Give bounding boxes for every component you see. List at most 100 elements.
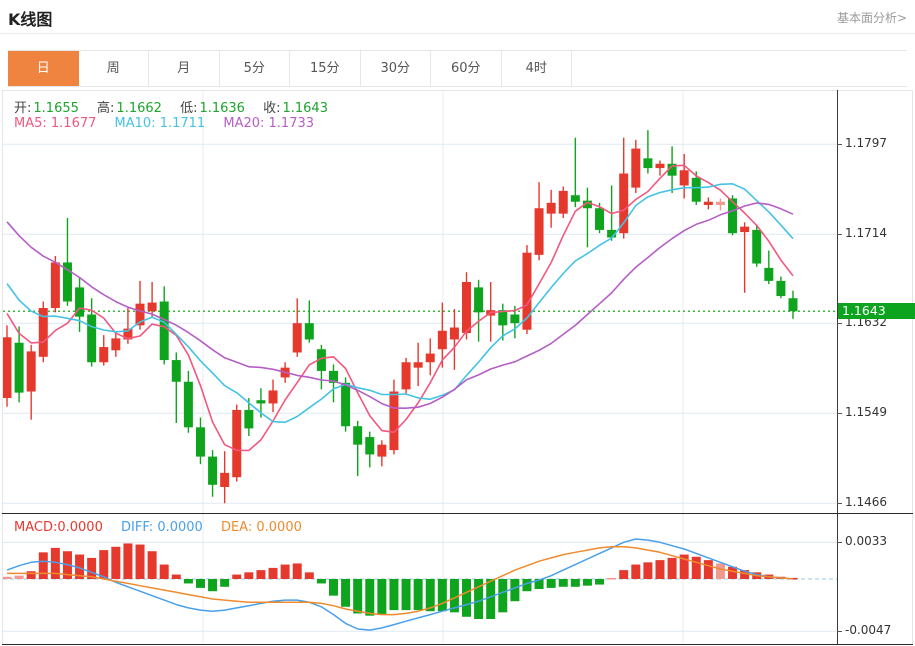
macd-bar	[510, 579, 520, 602]
ma20-label: MA20:	[223, 116, 265, 131]
ma20-line	[6, 202, 794, 409]
macd-bar	[232, 574, 242, 579]
open-value: 1.1655	[33, 101, 79, 116]
macd-bar	[316, 579, 326, 584]
macd-plot[interactable]	[2, 514, 837, 646]
close-label: 收:	[263, 101, 281, 116]
candle-body	[425, 353, 435, 363]
candle-body	[292, 323, 302, 353]
macd-bar	[365, 579, 375, 616]
macd-bar	[50, 547, 60, 579]
candle-body	[522, 252, 532, 330]
candle-body	[619, 173, 629, 234]
macd-bar	[353, 579, 363, 614]
candle-body	[135, 303, 145, 326]
diff-value: 0.0000	[157, 520, 203, 535]
macd-bar	[123, 543, 133, 579]
axis-tick	[837, 234, 842, 235]
candlestick-plot[interactable]	[2, 90, 837, 517]
candle-body	[510, 314, 520, 324]
axis-tick	[837, 503, 842, 504]
macd-bar	[26, 571, 36, 579]
candle-body	[147, 302, 157, 312]
fundamental-analysis-link[interactable]: 基本面分析>	[836, 11, 907, 25]
tab-60min[interactable]: 60分	[431, 51, 502, 86]
candle-body	[377, 444, 387, 457]
open-label: 开:	[14, 101, 32, 116]
dea-label: DEA:	[220, 520, 253, 535]
ma5-value: 1.1677	[50, 116, 97, 131]
candle-body	[75, 287, 85, 317]
macd-bar	[667, 557, 677, 579]
candle-body	[316, 349, 326, 371]
macd-value: 0.0000	[57, 520, 103, 535]
price-axis-label: 1.1549	[845, 405, 887, 419]
axis-tick	[837, 542, 842, 543]
tab-month[interactable]: 月	[149, 51, 220, 86]
macd-bar	[655, 560, 665, 579]
low-value: 1.1636	[199, 101, 245, 116]
macd-bar	[679, 554, 689, 579]
period-tab-bar: 日 周 月 5分 15分 30分 60分 4时	[8, 50, 907, 87]
macd-bar	[280, 564, 290, 579]
macd-bar	[691, 556, 701, 579]
macd-bar	[304, 572, 314, 579]
axis-tick	[837, 413, 842, 414]
macd-bar	[268, 567, 278, 579]
macd-bar	[703, 560, 713, 579]
macd-bar	[425, 579, 435, 612]
tab-week[interactable]: 周	[79, 51, 149, 86]
diff-label: DIFF:	[121, 520, 154, 535]
macd-bar	[171, 574, 181, 579]
candle-body	[159, 301, 169, 361]
candle-body	[123, 328, 133, 340]
candle-body	[558, 190, 568, 214]
macd-bar	[728, 566, 738, 579]
candle-body	[353, 426, 363, 445]
ma20-value: 1.1733	[268, 116, 315, 131]
tab-5min[interactable]: 5分	[220, 51, 290, 86]
macd-bar	[401, 579, 411, 611]
axis-tick	[837, 323, 842, 324]
candle-body	[99, 347, 109, 363]
candle-body	[752, 229, 762, 264]
current-price-tag: 1.1643	[838, 303, 915, 319]
ma5-label: MA5:	[14, 116, 47, 131]
high-value: 1.1662	[116, 101, 162, 116]
candle-body	[389, 391, 399, 451]
candle-body	[607, 229, 617, 238]
macd-bar	[244, 572, 254, 579]
macd-bar	[377, 579, 387, 615]
candle-body	[703, 201, 713, 205]
macd-axis-label: -0.0047	[845, 623, 892, 637]
macd-label: MACD:	[14, 520, 58, 535]
macd-bar	[256, 570, 266, 579]
candle-body	[111, 338, 121, 351]
tab-15min[interactable]: 15分	[290, 51, 361, 86]
candle-body	[171, 360, 181, 382]
candle-body	[365, 437, 375, 455]
macd-bar	[546, 579, 556, 588]
macd-bar	[534, 579, 544, 589]
candle-body	[183, 381, 193, 428]
macd-bar	[474, 579, 484, 619]
candle-body	[462, 281, 472, 333]
page-title: K线图	[8, 10, 53, 29]
candle-body	[62, 262, 72, 302]
panel-separator	[2, 513, 913, 514]
low-label: 低:	[180, 101, 198, 116]
macd-bar	[619, 570, 629, 579]
macd-bar	[522, 579, 532, 592]
candle-body	[788, 298, 798, 312]
candle-body	[691, 177, 701, 202]
macd-bar	[607, 577, 617, 580]
macd-bar	[75, 554, 85, 579]
candle-body	[667, 163, 677, 176]
tab-30min[interactable]: 30分	[361, 51, 431, 86]
dea-value: 0.0000	[256, 520, 302, 535]
tab-4hour[interactable]: 4时	[502, 51, 572, 86]
candle-body	[87, 314, 97, 363]
candle-body	[740, 226, 750, 233]
tab-day[interactable]: 日	[8, 51, 79, 86]
